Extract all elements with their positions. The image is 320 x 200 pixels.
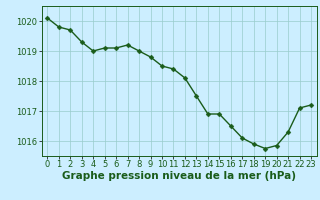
- X-axis label: Graphe pression niveau de la mer (hPa): Graphe pression niveau de la mer (hPa): [62, 171, 296, 181]
